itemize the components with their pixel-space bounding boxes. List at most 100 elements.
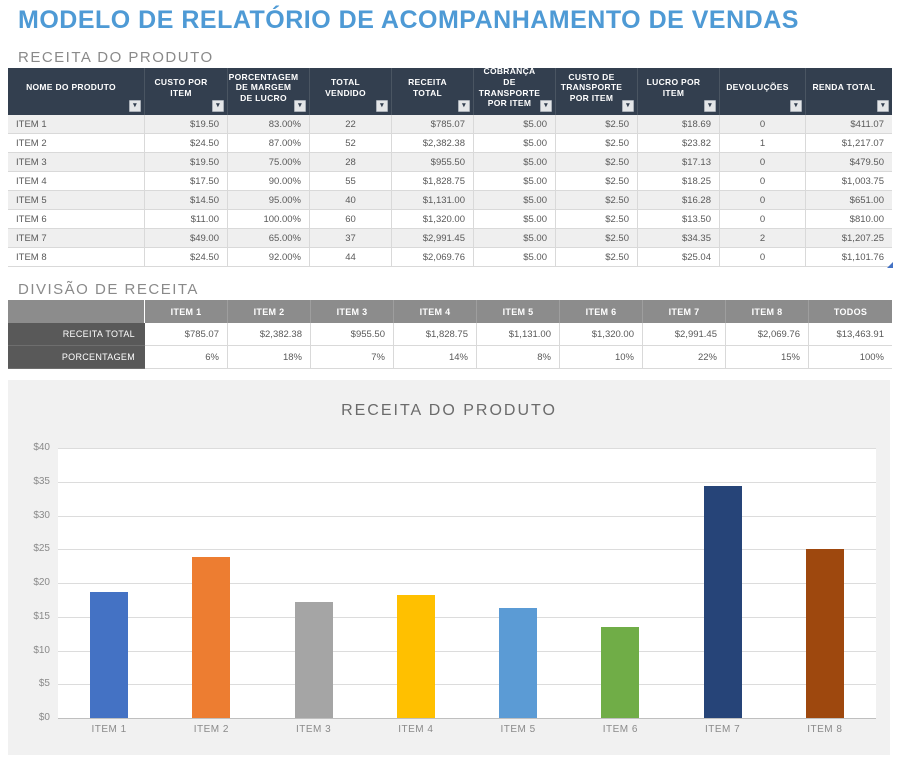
bar-slot (160, 448, 262, 718)
column-header: LUCRO POR ITEM ▾ (638, 68, 720, 115)
table-row: ITEM 4 $17.50 90.00% 55 $1,828.75 $5.00 $2.50 $… (8, 172, 892, 191)
table-cell: $2.50 (556, 229, 638, 247)
table-cell: 0 (720, 191, 806, 209)
gridline (58, 616, 876, 618)
filter-dropdown-icon[interactable]: ▾ (458, 100, 470, 112)
x-axis-label: ITEM 1 (91, 724, 127, 735)
y-axis-tick-label: $40 (33, 442, 50, 453)
table-cell: $24.50 (145, 248, 228, 266)
table-cell: $19.50 (145, 115, 228, 133)
bar-item-7 (703, 486, 742, 718)
table-cell: 22% (643, 346, 726, 369)
filter-dropdown-icon[interactable]: ▾ (212, 100, 224, 112)
table-row: PORCENTAGEM 6% 18% 7% 14% 8% 10% 22% 15% 100% (8, 346, 892, 369)
bar-item-4 (396, 594, 435, 718)
chart-title: RECEITA DO PRODUTO (341, 402, 557, 419)
table-cell: ITEM 3 (8, 153, 145, 171)
table-cell: $479.50 (849, 156, 884, 168)
table-cell: 7% (311, 346, 394, 369)
y-axis-tick-label: $0 (38, 712, 50, 723)
table-cell: $2.50 (556, 191, 638, 209)
table-row: ITEM 1 $19.50 83.00% 22 $785.07 $5.00 $2.50 $18… (8, 115, 892, 134)
y-axis-tick-label: $20 (33, 577, 50, 588)
table-cell: $2.50 (556, 134, 638, 152)
table-cell: $2,382.38 (392, 134, 474, 152)
column-header: COBRANÇA DE TRANSPORTE POR ITEM ▾ (474, 66, 556, 115)
table-cell: 65.00% (228, 229, 310, 247)
table-cell: $1,828.75 (392, 172, 474, 190)
table-cell: $955.50 (311, 323, 394, 346)
filter-dropdown-icon[interactable]: ▾ (540, 100, 552, 112)
column-header: ITEM 3 (311, 300, 394, 323)
bar-series (58, 448, 876, 718)
table-cell: ITEM 6 (8, 210, 145, 228)
bar-item-6 (601, 626, 640, 718)
filter-dropdown-icon[interactable]: ▾ (622, 100, 634, 112)
filter-dropdown-icon[interactable]: ▾ (376, 100, 388, 112)
table-row: ITEM 2 $24.50 87.00% 52 $2,382.38 $5.00 $2.50 $… (8, 134, 892, 153)
table-cell: $16.28 (638, 191, 720, 209)
table-cell: $1,828.75 (394, 323, 477, 346)
filter-dropdown-icon[interactable]: ▾ (294, 100, 306, 112)
filter-dropdown-icon[interactable]: ▾ (704, 100, 716, 112)
table-cell: 2 (720, 229, 806, 247)
table-cell: $5.00 (474, 248, 556, 266)
y-axis-tick-label: $25 (33, 543, 50, 555)
column-header: CUSTO POR ITEM ▾ (145, 68, 228, 115)
product-table-header-row: NOME DO PRODUTO ▾ CUSTO POR ITEM ▾ PORCENTAG… (8, 66, 892, 115)
table-cell: 90.00% (228, 172, 310, 190)
table-cell: $1,217.07 (841, 137, 884, 149)
table-cell: $411.07 (850, 118, 884, 130)
chart-x-axis: ITEM 1 ITEM 2 ITEM 3 ITEM 4 ITEM 5 ITEM 6 ITEM… (58, 724, 876, 735)
table-cell: $2.50 (556, 115, 638, 133)
table-cell: 52 (310, 134, 392, 152)
table-cell: $2,069.76 (726, 323, 809, 346)
y-axis-tick-label: $35 (33, 475, 50, 487)
table-cell: $25.04 (638, 248, 720, 266)
table-cell: $2,069.76 (392, 248, 474, 266)
column-header: TODOS (809, 300, 892, 323)
table-cell: 14% (394, 346, 477, 369)
bar-slot (365, 448, 467, 718)
table-cell: $1,320.00 (392, 210, 474, 228)
table-cell: ITEM 2 (8, 134, 145, 152)
column-header: PORCENTAGEM DE MARGEM DE LUCRO ▾ (228, 68, 310, 115)
filter-dropdown-icon[interactable]: ▾ (877, 100, 889, 112)
table-cell: 95.00% (228, 191, 310, 209)
bar-slot (672, 448, 774, 718)
bar-item-2 (192, 557, 231, 718)
x-axis-label: ITEM 7 (705, 724, 741, 735)
x-axis-label: ITEM 8 (807, 724, 843, 735)
product-revenue-table: NOME DO PRODUTO ▾ CUSTO POR ITEM ▾ PORCENTAG… (8, 66, 893, 268)
table-cell: $13,463.91 (809, 323, 892, 346)
table-cell: 0 (720, 115, 806, 133)
table-cell: 18% (228, 346, 311, 369)
table-cell: $17.50 (145, 172, 228, 190)
table-cell: 8% (477, 346, 560, 369)
column-header: ITEM 7 (643, 300, 726, 323)
table-cell: $13.50 (638, 210, 720, 228)
table-cell: ITEM 7 (8, 229, 145, 247)
table-row: RECEITA TOTAL $785.07 $2,382.38 $955.50 $1,8… (8, 323, 892, 346)
revenue-split-table: ITEM 1 ITEM 2 ITEM 3 ITEM 4 ITEM 5 ITEM 6 ITEM… (8, 300, 892, 369)
table-cell: $2.50 (556, 210, 638, 228)
bar-slot (774, 448, 876, 718)
section-title-product-revenue: RECEITA DO PRODUTO (18, 49, 214, 66)
table-cell: 0 (720, 248, 806, 266)
column-header: ITEM 2 (228, 300, 311, 323)
table-cell: $810.00 (849, 213, 884, 225)
table-cell: 15% (726, 346, 809, 369)
column-header: CUSTO DE TRANSPORTE POR ITEM ▾ (556, 68, 638, 115)
table-resize-handle[interactable] (887, 262, 893, 268)
table-row: ITEM 7 $49.00 65.00% 37 $2,991.45 $5.00 $2.50 $… (8, 229, 892, 248)
filter-dropdown-icon[interactable]: ▾ (790, 100, 802, 112)
column-header: NOME DO PRODUTO ▾ (8, 68, 145, 115)
table-row: ITEM 3 $19.50 75.00% 28 $955.50 $5.00 $2.50 $17… (8, 153, 892, 172)
column-header: DEVOLUÇÕES ▾ (720, 68, 806, 115)
y-axis-tick-label: $5 (38, 678, 50, 690)
table-cell: $2.50 (556, 172, 638, 190)
column-header: ITEM 4 (394, 300, 477, 323)
split-corner-cell (8, 300, 145, 323)
table-row: ITEM 6 $11.00 100.00% 60 $1,320.00 $5.00 $2.50… (8, 210, 892, 229)
filter-dropdown-icon[interactable]: ▾ (129, 100, 141, 112)
